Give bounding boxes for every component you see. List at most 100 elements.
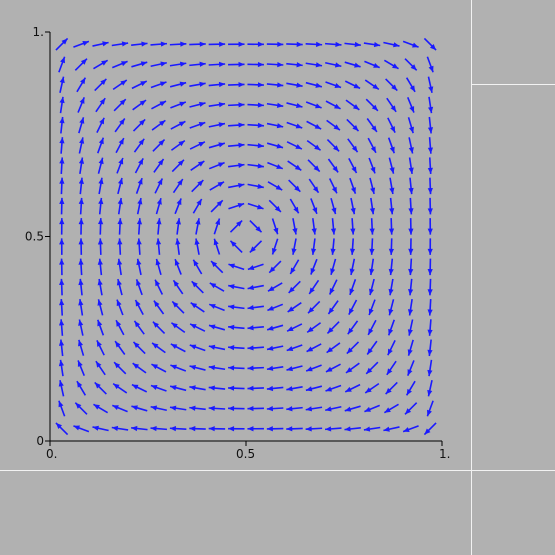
vector-arrow (247, 82, 264, 88)
vector-arrow (307, 300, 321, 314)
vector-arrow (349, 258, 356, 276)
vector-arrow (344, 426, 361, 432)
vector-arrow-head (247, 345, 254, 351)
vector-arrow-head (238, 182, 245, 189)
vector-arrow (286, 121, 303, 129)
vector-arrow (97, 258, 103, 276)
vector-arrow-head (136, 238, 142, 245)
vector-arrow (59, 238, 65, 255)
vector-arrow-head (305, 426, 312, 432)
vector-arrow-head (310, 267, 316, 275)
vector-arrow-head (352, 104, 360, 110)
vector-arrow (170, 364, 187, 372)
vector-arrow (208, 405, 226, 411)
vector-arrow-head (199, 61, 206, 67)
vector-arrow (306, 343, 322, 353)
vector-arrow-head (333, 145, 340, 152)
vector-arrow-head (73, 425, 80, 431)
vector-arrow (327, 158, 339, 173)
vector-arrow-head (190, 323, 197, 329)
vector-arrow (423, 422, 437, 436)
vector-arrow-head (218, 102, 226, 108)
vector-arrow (286, 62, 303, 68)
vector-arrow-head (346, 347, 353, 354)
vector-arrow (328, 178, 338, 194)
vector-arrow (350, 218, 356, 235)
vector-arrow-head (387, 348, 393, 356)
vector-arrow-head (311, 248, 317, 255)
vector-arrow (59, 299, 65, 316)
vector-arrow-head (368, 308, 374, 316)
vector-arrow (388, 258, 394, 276)
vector-arrow-head (197, 180, 204, 187)
vector-arrow-head (271, 247, 277, 255)
vector-arrow (330, 218, 337, 235)
vector-arrow (95, 97, 106, 113)
vector-arrow (97, 278, 103, 296)
vector-arrow-head (238, 162, 245, 168)
vector-arrow (348, 158, 358, 174)
vector-arrow (76, 77, 87, 93)
vector-arrow-head (98, 177, 104, 185)
vector-arrow-head (209, 304, 216, 309)
vector-arrow-head (171, 322, 178, 329)
vector-arrow (228, 202, 245, 210)
vector-arrow-head (274, 205, 281, 212)
vector-arrow (364, 79, 380, 91)
vector-arrow-head (96, 340, 102, 347)
vector-arrow (228, 61, 245, 68)
vector-arrow (427, 116, 434, 134)
vector-arrow-head (216, 200, 223, 207)
vector-arrow (189, 364, 206, 371)
vector-arrow-head (407, 349, 413, 356)
y-ticks: 0 0.5 1. (25, 25, 50, 448)
vector-arrow-head (97, 258, 103, 265)
vector-arrow-head (78, 218, 84, 225)
vector-arrow (367, 137, 377, 154)
vector-arrow (247, 143, 264, 149)
vector-arrow-head (389, 187, 395, 195)
vector-arrow-head (314, 144, 321, 151)
vector-arrow (208, 161, 225, 170)
vector-arrow (325, 363, 341, 373)
vector-arrow (170, 101, 187, 109)
vector-arrow (266, 102, 284, 108)
vector-arrow-head (313, 165, 320, 172)
vector-arrow-head (315, 82, 322, 88)
vector-arrow-head (215, 218, 221, 226)
vector-arrow (407, 360, 415, 376)
vector-arrow-head (176, 198, 182, 206)
vector-arrow-head (153, 300, 160, 308)
vector-arrow (228, 304, 245, 310)
vector-arrow-head (196, 199, 202, 206)
vector-arrow (386, 97, 397, 113)
vector-arrow-head (131, 425, 138, 432)
vector-arrow-head (132, 363, 140, 369)
vector-arrow (172, 178, 184, 194)
vector-arrow (308, 178, 320, 194)
vector-arrow (189, 41, 206, 47)
vector-arrow (266, 122, 284, 129)
vector-arrow (405, 380, 416, 396)
vector-arrow-head (159, 120, 166, 126)
vector-arrow (325, 405, 342, 412)
vector-arrow (247, 41, 264, 47)
vector-arrow (266, 406, 284, 412)
vector-arrow-head (314, 123, 322, 130)
vector-arrow (58, 339, 65, 357)
vector-arrow-head (152, 321, 159, 328)
vector-arrow (228, 122, 245, 128)
vector-arrow (326, 139, 340, 152)
vector-arrow (94, 78, 107, 92)
vector-arrow (133, 138, 145, 153)
vector-arrow (308, 279, 320, 295)
vector-arrow-head (228, 284, 235, 290)
vector-arrow-head (155, 279, 161, 287)
vector-arrow-head (58, 380, 64, 387)
vector-arrow (169, 426, 187, 432)
vector-arrow (151, 100, 167, 110)
vector-arrow (311, 238, 317, 255)
vector-arrow (306, 120, 322, 130)
vector-arrow-head (218, 142, 225, 148)
vector-arrow-head (331, 186, 337, 194)
